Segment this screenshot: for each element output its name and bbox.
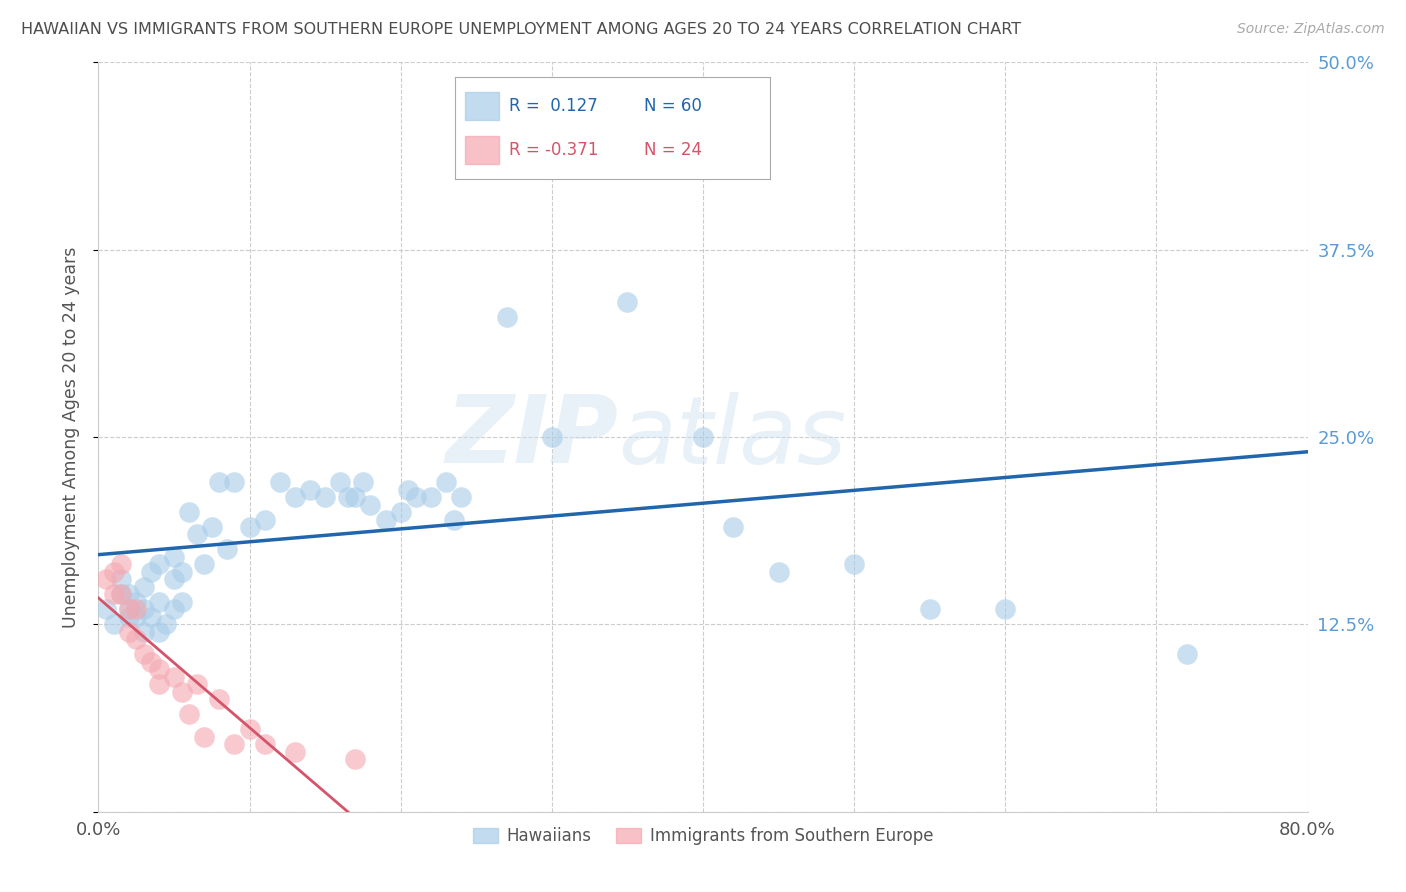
Point [329,475,352,489]
Point [94,573,117,587]
Point [103,587,125,601]
Point [118,602,141,616]
Point [352,475,374,489]
Point [224,737,246,751]
Point [170,685,193,699]
Point [1175,648,1198,662]
Point [465,86,488,100]
Point [389,505,412,519]
Point [284,490,307,504]
Point [110,587,132,601]
Point [224,475,246,489]
Point [193,558,215,572]
Point [253,737,276,751]
Point [118,624,141,639]
Point [284,745,307,759]
Text: Source: ZipAtlas.com: Source: ZipAtlas.com [1237,22,1385,37]
Point [132,580,155,594]
Point [125,595,148,609]
Point [170,595,193,609]
Point [443,512,465,526]
Point [420,490,443,504]
Point [148,558,170,572]
Point [540,430,562,444]
Point [155,617,177,632]
Point [434,475,457,489]
Point [148,624,170,639]
Point [118,587,141,601]
Point [110,587,132,601]
Point [125,610,148,624]
Point [215,542,238,557]
Point [193,730,215,744]
Point [405,490,427,504]
Point [141,610,163,624]
Point [692,430,714,444]
Text: HAWAIIAN VS IMMIGRANTS FROM SOUTHERN EUROPE UNEMPLOYMENT AMONG AGES 20 TO 24 YEA: HAWAIIAN VS IMMIGRANTS FROM SOUTHERN EUR… [21,22,1021,37]
Point [208,475,231,489]
Text: atlas: atlas [619,392,846,483]
Point [450,490,472,504]
Point [179,505,201,519]
Point [163,670,186,684]
Point [994,602,1017,616]
Point [163,549,186,564]
Point [360,498,382,512]
Point [94,602,117,616]
Point [132,648,155,662]
Point [374,512,396,526]
Point [141,565,163,579]
Point [495,310,517,325]
Point [239,723,262,737]
Point [253,512,276,526]
Point [396,483,419,497]
Y-axis label: Unemployment Among Ages 20 to 24 years: Unemployment Among Ages 20 to 24 years [62,246,80,628]
Point [103,617,125,632]
Point [148,662,170,676]
Point [170,565,193,579]
Point [768,565,790,579]
Point [186,677,208,691]
Point [344,490,367,504]
Point [299,483,322,497]
Point [163,602,186,616]
Point [186,527,208,541]
Point [179,707,201,722]
Point [132,602,155,616]
Point [163,573,186,587]
Point [201,520,224,534]
Point [208,692,231,706]
Point [132,624,155,639]
Point [125,602,148,616]
Point [844,558,866,572]
Point [118,602,141,616]
Point [148,595,170,609]
Point [723,520,745,534]
Point [344,752,367,766]
Point [110,573,132,587]
Point [269,475,291,489]
Point [118,610,141,624]
Point [239,520,262,534]
Point [110,558,132,572]
Point [336,490,359,504]
Point [148,677,170,691]
Point [103,565,125,579]
Legend: Hawaiians, Immigrants from Southern Europe: Hawaiians, Immigrants from Southern Euro… [467,821,939,852]
Point [125,632,148,647]
Point [314,490,336,504]
Text: ZIP: ZIP [446,391,619,483]
Point [616,295,638,310]
Point [141,655,163,669]
Point [918,602,941,616]
